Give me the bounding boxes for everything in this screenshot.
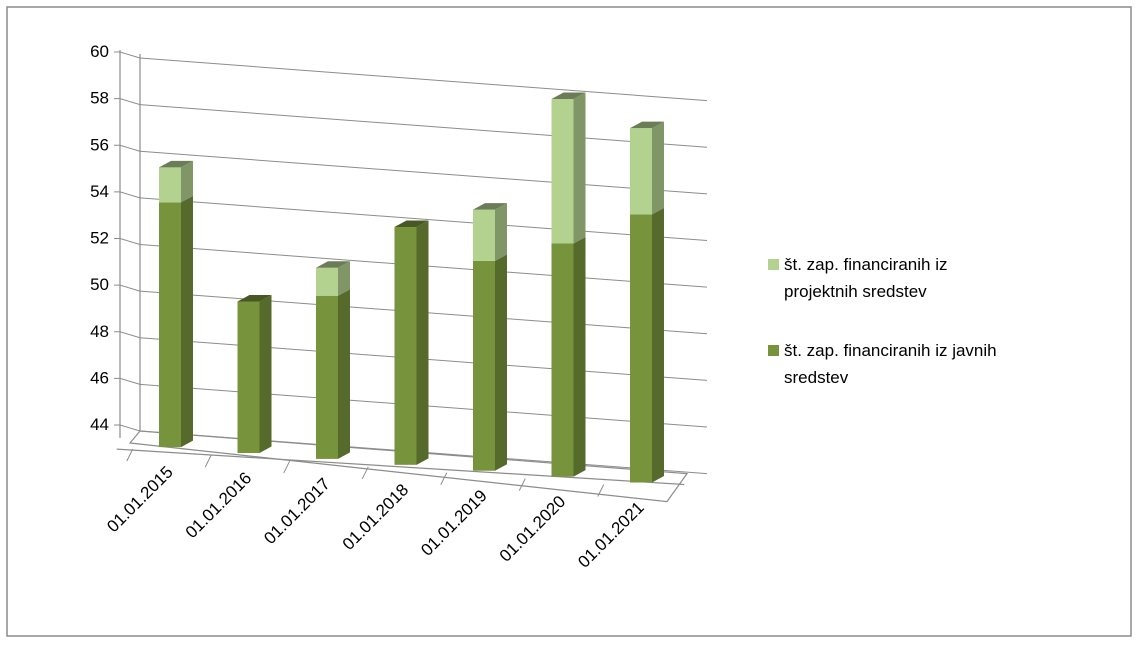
y-tick-label: 44 — [90, 415, 109, 434]
gridline-side — [119, 144, 141, 152]
y-tick-label: 46 — [90, 368, 109, 387]
bar-4-public-front — [394, 227, 417, 465]
bar-6-project-front — [551, 98, 574, 244]
bar-6-project-top — [551, 92, 586, 99]
y-tick-label: 54 — [90, 182, 109, 201]
bar-7-project-front — [630, 128, 652, 215]
x-tick-mark — [361, 466, 369, 480]
gridline — [139, 150, 708, 195]
bar-2-public-top — [237, 294, 272, 302]
bar-2-public-side — [259, 294, 272, 454]
bar-1-public-side — [181, 195, 193, 448]
bar-4-public-side — [416, 220, 429, 465]
bar-5-project-side — [495, 203, 507, 261]
gridline-side — [119, 238, 141, 245]
bar-3-project-front — [316, 267, 338, 296]
x-tick-mark — [597, 484, 605, 497]
y-tick-label: 48 — [90, 322, 109, 341]
bar-1-public-front — [159, 202, 181, 448]
bar-5-project-top — [473, 203, 507, 210]
x-axis-line — [116, 448, 685, 486]
bar-3-project-side — [338, 261, 350, 296]
x-tick-mark — [440, 472, 448, 485]
bar-1-project-front — [159, 167, 181, 203]
y-axis: 44 46 48 50 52 54 56 58 60 — [90, 42, 120, 434]
y-tick-label: 50 — [90, 275, 109, 294]
x-tick-mark — [283, 460, 291, 474]
bar-2-public-front — [237, 301, 260, 454]
bar-7-public-side — [652, 207, 664, 483]
bar-5-public-front — [473, 260, 495, 471]
x-tick-mark — [518, 478, 526, 491]
gridline-side — [119, 51, 141, 59]
legend-swatch — [768, 259, 779, 270]
bar-7-public-front — [630, 214, 652, 483]
x-tick-mark — [204, 454, 212, 468]
gridline-side — [119, 424, 141, 432]
gridline — [139, 57, 708, 102]
bar-7-project-top — [630, 121, 664, 129]
bar-1-project-top — [159, 160, 193, 168]
gridline-side — [119, 284, 141, 292]
bar-7-project-side — [652, 121, 664, 215]
bar-6-project-side — [573, 92, 586, 244]
legend-label: št. zap. financiranih iz projektnih sreds… — [784, 255, 947, 301]
bar-6-public-front — [551, 243, 574, 477]
x-tick-mark — [126, 448, 134, 462]
legend: št. zap. financiranih iz projektnih sreds… — [768, 255, 997, 387]
y-tick-label: 56 — [90, 135, 109, 154]
gridline-side — [119, 98, 141, 106]
gridline-side — [119, 191, 141, 199]
y-tick-label: 60 — [90, 42, 109, 61]
bar-1-project-side — [181, 160, 193, 203]
bars — [159, 92, 664, 483]
bar-5-public-side — [495, 254, 507, 471]
bar-5-project-front — [473, 209, 495, 261]
bar-4-public-top — [394, 220, 429, 228]
legend-label: št. zap. financiranih iz javnih sredstev — [784, 341, 997, 387]
bar-3-public-side — [338, 289, 350, 459]
bar-6-public-side — [573, 236, 586, 477]
gridline — [139, 197, 708, 242]
y-tick-label: 52 — [90, 229, 109, 248]
gridline — [139, 104, 708, 148]
gridline-side — [119, 377, 141, 385]
legend-swatch — [768, 345, 779, 356]
bar-3-project-top — [316, 261, 350, 268]
gridline-side — [119, 331, 141, 339]
y-tick-label: 58 — [90, 89, 109, 108]
bar-3-public-front — [316, 295, 338, 459]
